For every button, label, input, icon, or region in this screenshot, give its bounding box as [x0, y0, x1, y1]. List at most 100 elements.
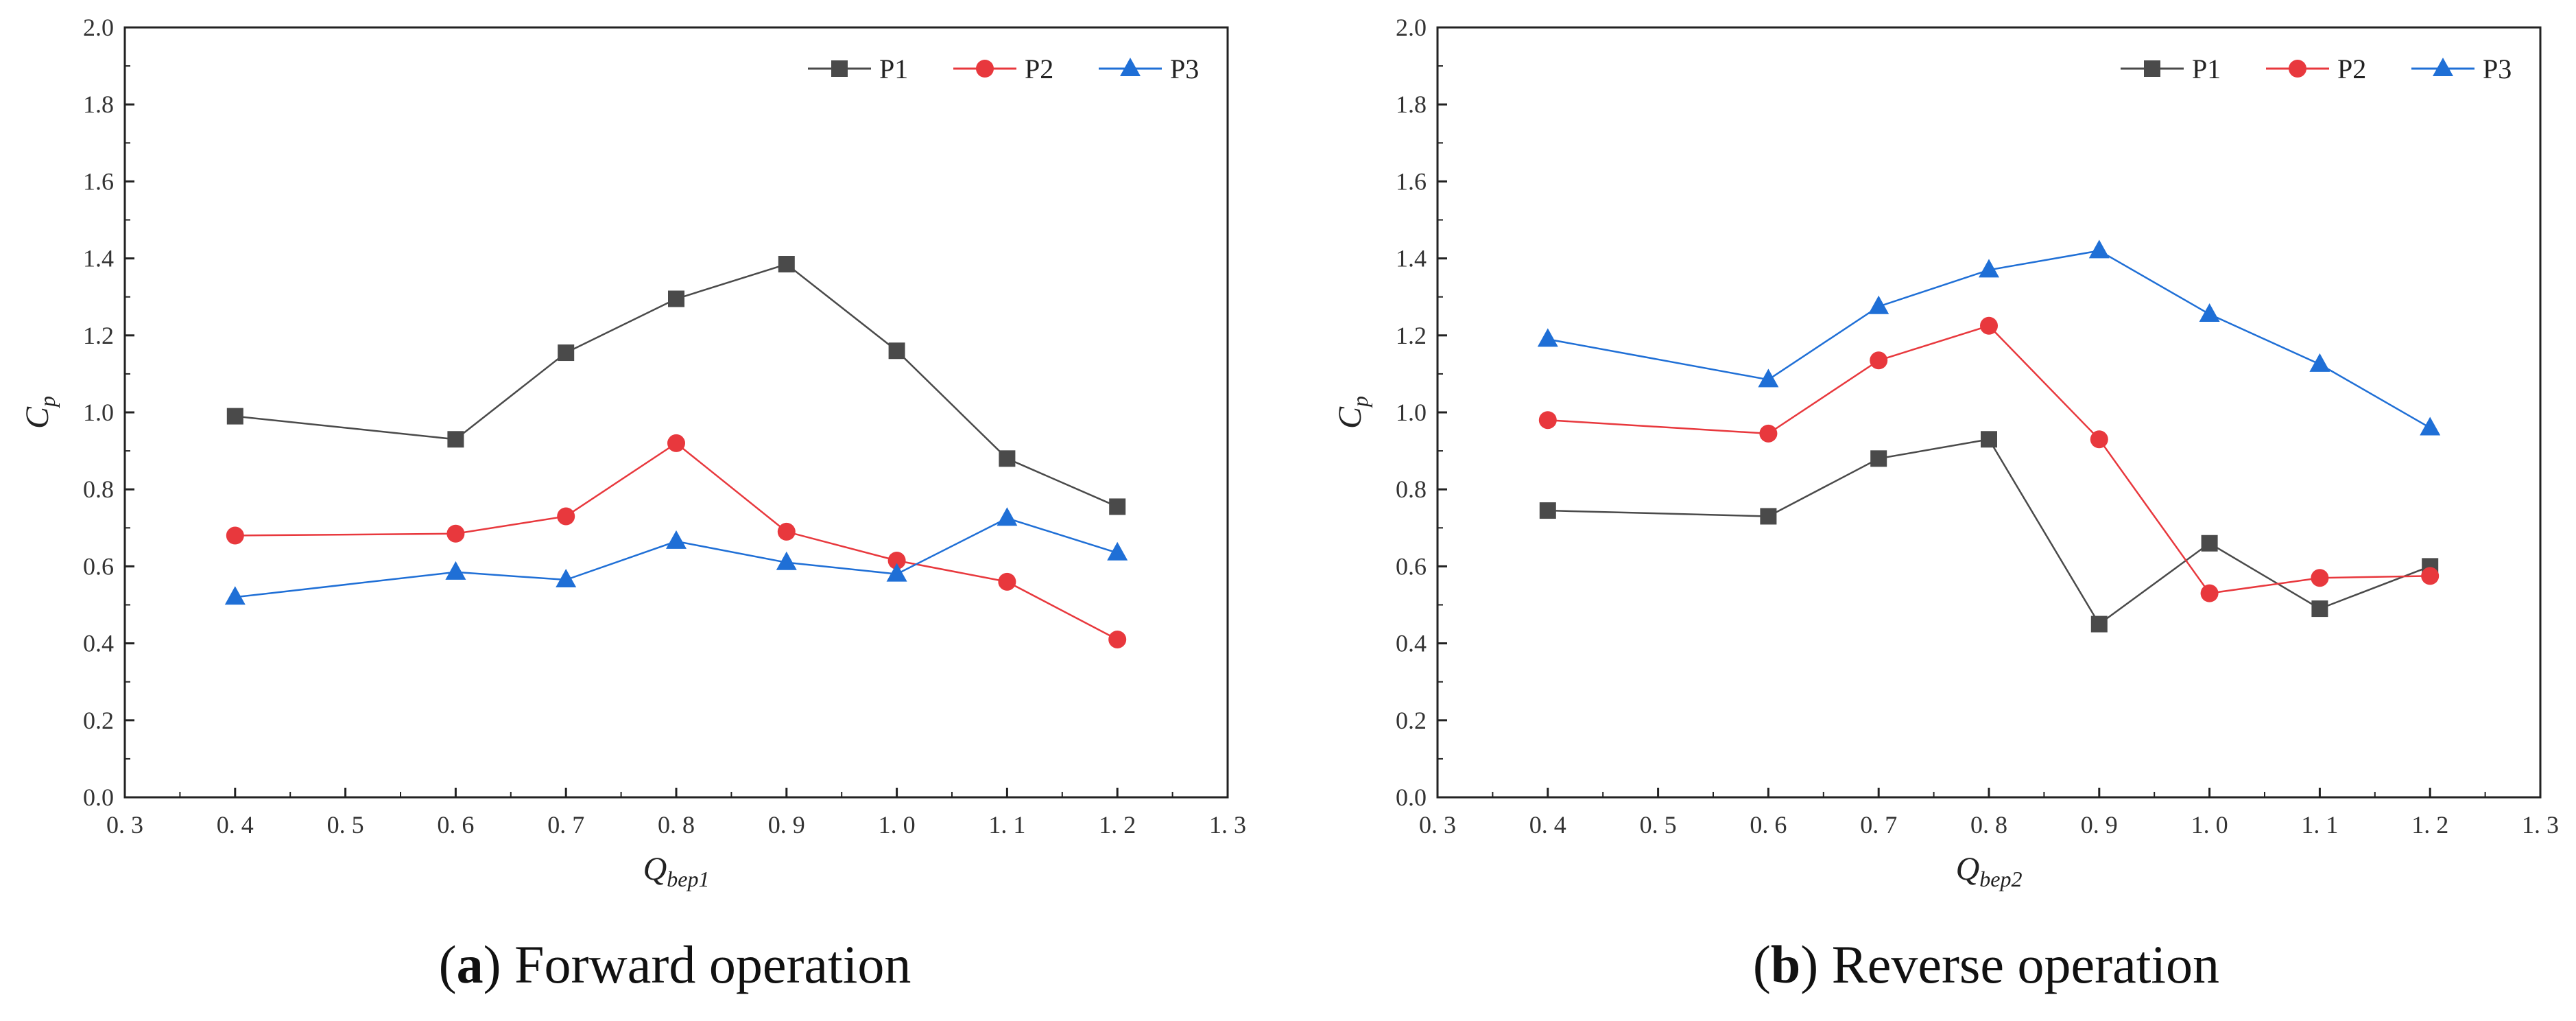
x-tick-label: 0. 8: [658, 811, 695, 838]
data-point-p1: [447, 431, 464, 448]
series-p3: [224, 507, 1128, 605]
x-tick-label: 1. 2: [2411, 811, 2448, 838]
x-tick-label: 0. 6: [1750, 811, 1787, 838]
y-axis-title: Cp: [19, 396, 60, 429]
legend-marker-p3: [1120, 58, 1141, 76]
x-axis-title: Qbep2: [1956, 851, 2023, 891]
caption-text: Reverse operation: [1832, 935, 2219, 994]
x-tick-label: 1. 0: [2191, 811, 2228, 838]
caption-letter: b: [1771, 935, 1800, 994]
y-tick-label: 0.6: [1396, 552, 1427, 580]
series-line-p3: [235, 517, 1118, 598]
data-point-p1: [2311, 600, 2328, 618]
y-tick-label: 0.6: [83, 552, 114, 580]
data-point-p3: [1758, 368, 1779, 388]
data-point-p3: [1868, 295, 1889, 314]
panel-caption: (b) Reverse operation: [1753, 935, 2219, 994]
y-tick-label: 0.8: [83, 476, 114, 503]
x-tick-label: 0. 3: [1419, 811, 1456, 838]
data-point-p2: [777, 522, 796, 541]
y-tick-label: 0.2: [1396, 707, 1427, 734]
y-tick-label: 1.4: [1396, 245, 1427, 272]
x-tick-label: 0. 7: [547, 811, 584, 838]
y-tick-label: 0.2: [83, 707, 114, 734]
legend-marker-p2: [2289, 60, 2306, 78]
data-point-p2: [1108, 630, 1127, 648]
x-tick-label: 0. 5: [1640, 811, 1677, 838]
x-tick-label: 0. 8: [1970, 811, 2007, 838]
legend-marker-p3: [2433, 58, 2453, 76]
y-axis-title-main: C: [1332, 406, 1368, 429]
x-axis-title-sub: bep1: [667, 867, 709, 891]
data-point-p3: [445, 561, 466, 580]
series-line-p3: [1547, 250, 2431, 429]
plot-frame: [123, 26, 1229, 799]
y-tick-label: 0.0: [83, 784, 114, 811]
data-point-p1: [558, 344, 575, 362]
x-tick-label: 0. 4: [1529, 811, 1566, 838]
x-tick-label: 1. 1: [2301, 811, 2338, 838]
y-tick-label: 2.0: [1396, 14, 1427, 41]
data-point-p1: [2201, 535, 2218, 552]
legend: P1 P2 P3: [808, 54, 1199, 84]
chart-panel-b: 0.0 0.2 0.4 0.6 0.8 1.0 1.2 1.4 1.6 1.8 2.0 0. 3 0. …: [1332, 14, 2559, 994]
legend-marker-p1: [831, 60, 848, 77]
x-tick-label: 0. 4: [217, 811, 254, 838]
legend-label-p2: P2: [2337, 54, 2366, 84]
y-tick-label: 0.0: [1396, 784, 1427, 811]
x-axis-title-main: Q: [643, 851, 667, 887]
caption-open: (: [439, 935, 457, 994]
x-tick-label: 0. 7: [1860, 811, 1897, 838]
data-point-p1: [778, 256, 795, 273]
data-point-p2: [557, 507, 575, 526]
data-point-p3: [2309, 353, 2330, 372]
data-point-p2: [1980, 316, 1998, 335]
y-axis-title: Cp: [1332, 396, 1372, 429]
data-point-p2: [998, 572, 1016, 591]
data-point-p3: [224, 586, 246, 605]
y-tick-label: 0.8: [1396, 476, 1427, 503]
data-point-p3: [1107, 541, 1128, 561]
data-point-p3: [776, 551, 797, 570]
y-tick-label: 1.4: [83, 245, 114, 272]
data-point-p3: [886, 563, 907, 582]
legend-label-p3: P3: [2483, 54, 2512, 84]
legend-label-p1: P1: [2192, 54, 2221, 84]
y-tick-label: 1.8: [1396, 91, 1427, 118]
y-tick-label: 1.0: [1396, 399, 1427, 426]
data-point-p1: [1870, 450, 1887, 467]
x-tick-label: 1. 2: [1099, 811, 1136, 838]
data-point-p1: [2090, 615, 2108, 633]
y-axis-title-sub: p: [35, 396, 60, 408]
data-point-p2: [2421, 567, 2440, 585]
data-point-p2: [2311, 569, 2329, 587]
series-line-p1: [235, 263, 1118, 508]
caption-close: ): [484, 935, 514, 994]
legend-marker-p1: [2144, 60, 2160, 77]
y-axis-title-sub: p: [1348, 396, 1372, 408]
legend-label-p3: P3: [1170, 54, 1199, 84]
chart-panel-a: 0.0 0.2 0.4 0.6 0.8 1.0 1.2 1.4 1.6 1.8 2.0 0. 3 0. …: [19, 14, 1246, 994]
data-point-p2: [446, 524, 465, 543]
data-point-p2: [1870, 351, 1888, 370]
legend-marker-p2: [976, 60, 994, 78]
x-axis-title-main: Q: [1956, 851, 1980, 887]
series-line-p2: [235, 442, 1118, 641]
series-p1: [1539, 431, 2439, 633]
data-point-p1: [1981, 431, 1997, 448]
data-point-p1: [999, 450, 1016, 467]
data-point-p2: [1759, 424, 1778, 443]
y-tick-label: 0.4: [1396, 630, 1427, 657]
x-tick-label: 1. 0: [879, 811, 916, 838]
y-tick-label: 1.6: [1396, 167, 1427, 195]
x-axis-title: Qbep1: [643, 851, 710, 891]
data-point-p1: [226, 408, 243, 425]
data-point-p1: [1109, 498, 1126, 515]
series-p2: [226, 434, 1127, 648]
data-point-p3: [556, 569, 577, 588]
data-point-p2: [226, 526, 244, 545]
caption-letter: a: [457, 935, 484, 994]
data-point-p3: [997, 507, 1018, 526]
data-point-p3: [2199, 303, 2220, 322]
data-point-p2: [2090, 430, 2108, 449]
